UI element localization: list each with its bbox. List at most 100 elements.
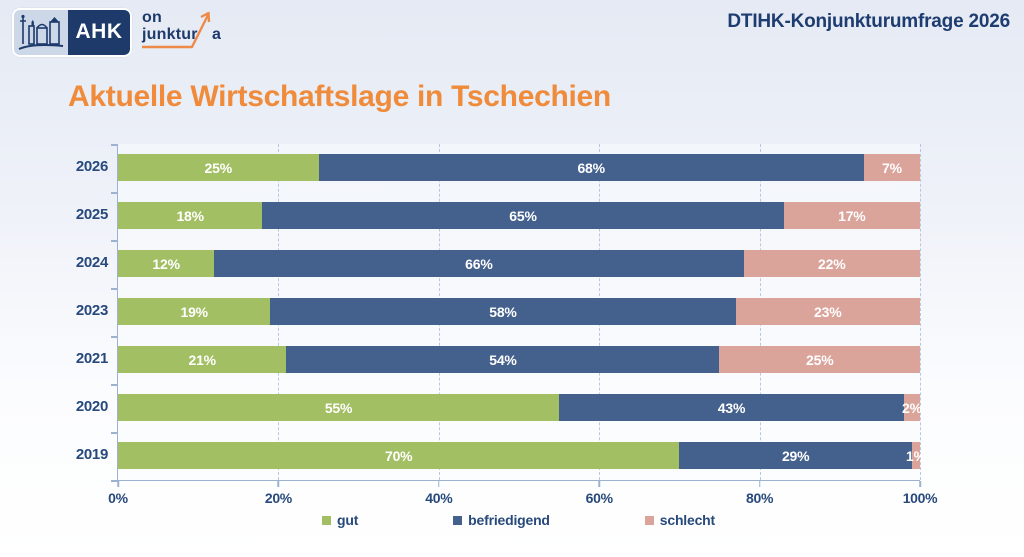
segment-value-label: 43%	[717, 399, 746, 416]
y-axis-tick	[111, 288, 118, 290]
segment-value-label: 21%	[188, 351, 216, 368]
year-label: 2020	[75, 398, 108, 415]
legend-swatch-icon	[322, 515, 331, 525]
logo-box: AHK	[12, 7, 132, 57]
segment-befriedigend: 68%	[318, 154, 864, 181]
ahk-logo-text: AHK	[68, 9, 130, 55]
legend-label: befriedigend	[468, 512, 550, 528]
y-axis-tick	[111, 480, 118, 482]
chart-row-2025: 2025 18% 65% 17%	[76, 192, 920, 240]
chart-row-2024: 2024 12% 66% 22%	[76, 240, 920, 288]
segment-gut: 70%	[118, 442, 680, 469]
stacked-bar: 18% 65% 17%	[118, 202, 920, 229]
chart-row-2019: 2019 70% 29% 1%	[76, 432, 926, 480]
segment-value-label: 66%	[465, 255, 493, 272]
x-axis-tick-label: 100%	[902, 490, 938, 506]
chart-legend: gut befriedigend schlecht	[117, 512, 920, 528]
legend-label: gut	[337, 512, 359, 528]
wordmark-line2-suffix: a	[212, 26, 221, 43]
segment-befriedigend: 66%	[214, 250, 744, 277]
segment-value-label: 12%	[152, 255, 180, 272]
segment-schlecht: 1%	[906, 442, 926, 469]
segment-befriedigend: 29%	[679, 442, 912, 469]
segment-value-label: 7%	[882, 159, 902, 176]
ahk-konjunktura-logo: AHK on junktur a	[12, 7, 230, 57]
konjunktura-wordmark: on junktur a	[140, 7, 230, 57]
x-axis-tick	[598, 481, 600, 487]
year-label: 2019	[75, 446, 108, 463]
segment-gut: 25%	[118, 154, 319, 181]
stacked-bar: 12% 66% 22%	[118, 250, 920, 277]
stacked-bar: 55% 43% 2%	[118, 394, 922, 421]
segment-befriedigend: 54%	[286, 346, 720, 373]
segment-value-label: 54%	[489, 351, 517, 368]
chart-row-2021: 2021 21% 54% 25%	[76, 336, 920, 384]
x-axis-tick	[277, 481, 280, 487]
stacked-bar: 70% 29% 1%	[118, 442, 926, 469]
y-axis-tick	[111, 240, 118, 242]
x-axis-tick-label: 40%	[425, 490, 453, 506]
stacked-bar: 21% 54% 25%	[118, 346, 920, 373]
segment-gut: 55%	[118, 394, 560, 421]
segment-value-label: 25%	[204, 159, 233, 176]
chart-row-2023: 2023 19% 58% 23%	[76, 288, 920, 336]
segment-befriedigend: 65%	[262, 202, 784, 229]
x-axis-tick	[758, 481, 761, 487]
y-axis-tick	[111, 432, 118, 434]
segment-value-label: 65%	[509, 207, 537, 224]
stacked-bar: 25% 68% 7%	[118, 154, 920, 181]
x-axis-tick-label: 80%	[746, 490, 774, 506]
survey-title: DTIHK-Konjunkturumfrage 2026	[727, 11, 1010, 32]
segment-gut: 19%	[118, 298, 271, 325]
wordmark-line2: junktur	[142, 26, 198, 43]
wordmark-line1: on	[142, 9, 162, 26]
y-axis-tick	[111, 384, 118, 386]
segment-befriedigend: 58%	[270, 298, 736, 325]
chart-row-2026: 2026 25% 68% 7%	[76, 144, 920, 192]
x-axis-tick-label: 60%	[585, 490, 613, 506]
segment-gut: 12%	[118, 250, 215, 277]
legend-item-gut: gut	[322, 512, 358, 528]
segment-value-label: 25%	[806, 351, 834, 368]
y-axis-tick	[111, 336, 118, 338]
segment-value-label: 23%	[814, 303, 842, 320]
segment-value-label: 19%	[180, 303, 208, 320]
segment-schlecht: 2%	[902, 394, 922, 421]
stacked-bar: 19% 58% 23%	[118, 298, 920, 325]
y-axis-tick	[111, 144, 118, 146]
segment-gut: 18%	[118, 202, 263, 229]
year-label: 2024	[75, 254, 108, 271]
chart-row-2020: 2020 55% 43% 2%	[76, 384, 922, 432]
year-label: 2023	[75, 302, 108, 319]
legend-swatch-icon	[453, 515, 463, 525]
segment-value-label: 2%	[902, 399, 922, 416]
segment-gut: 21%	[118, 346, 287, 373]
year-label: 2026	[75, 158, 108, 175]
stacked-bar-chart: 0% 20% 40% 60% 80% 100% 2026 25% 68% 7% 2025 18% 65%…	[76, 144, 938, 506]
segment-schlecht: 7%	[863, 154, 920, 181]
upward-arrow-icon	[142, 11, 211, 49]
segment-value-label: 18%	[176, 207, 204, 224]
segment-schlecht: 25%	[719, 346, 920, 373]
city-skyline-icon	[14, 9, 68, 55]
segment-befriedigend: 43%	[559, 394, 904, 421]
x-axis-tick-label: 0%	[108, 490, 128, 506]
segment-schlecht: 17%	[783, 202, 920, 229]
x-axis-tick	[919, 481, 921, 487]
segment-value-label: 1%	[906, 447, 926, 464]
legend-item-schlecht: schlecht	[644, 512, 715, 528]
y-axis-tick	[111, 192, 118, 194]
legend-swatch-icon	[644, 515, 654, 525]
gridline	[920, 144, 921, 480]
year-label: 2025	[75, 206, 108, 223]
segment-value-label: 17%	[838, 207, 866, 224]
x-axis-tick	[117, 481, 119, 487]
page-title: Aktuelle Wirtschaftslage in Tschechien	[68, 80, 611, 113]
legend-label: schlecht	[659, 512, 715, 528]
segment-value-label: 68%	[577, 159, 605, 176]
year-label: 2021	[75, 350, 108, 367]
x-axis-tick	[438, 481, 440, 487]
segment-value-label: 70%	[384, 447, 413, 464]
segment-value-label: 58%	[489, 303, 517, 320]
